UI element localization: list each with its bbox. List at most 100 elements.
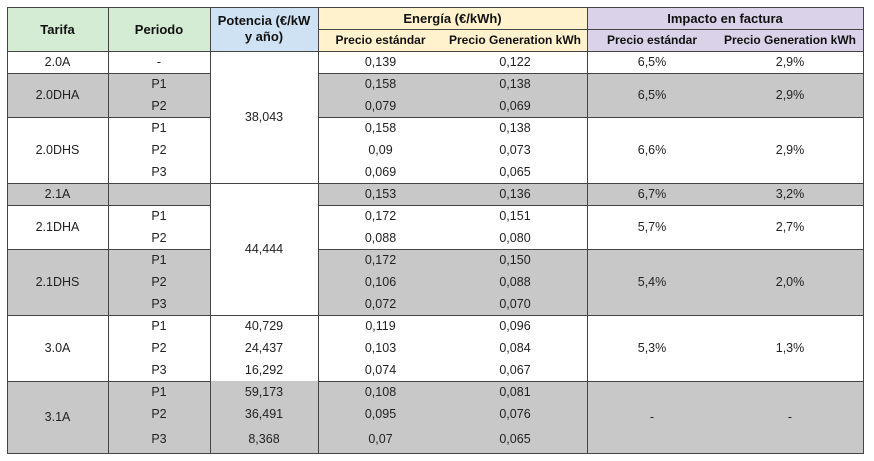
impacto-precio-estandar-cell: 5,3% (587, 315, 717, 381)
impacto-precio-estandar-cell: 6,5% (587, 73, 717, 117)
grid-line (318, 315, 864, 316)
impacto-precio-generation-cell: 2,0% (717, 249, 863, 315)
periodo-cell: P1 (108, 249, 210, 271)
potencia-cell: 8,368 (210, 425, 318, 453)
tarifa-cell: 2.0A (7, 51, 108, 73)
potencia-cell: 24,437 (210, 337, 318, 359)
energia-precio-estandar-cell: 0,103 (318, 337, 443, 359)
periodo-cell: P1 (108, 381, 210, 403)
periodo-cell: P2 (108, 227, 210, 249)
periodo-cell: P1 (108, 117, 210, 139)
impacto-precio-estandar-cell: - (587, 381, 717, 453)
potencia-merged-cell: 44,444 (210, 183, 318, 315)
energia-precio-generation-cell: 0,122 (443, 51, 587, 73)
energia-precio-generation-cell: 0,073 (443, 139, 587, 161)
periodo-cell: P1 (108, 205, 210, 227)
periodo-cell: P2 (108, 403, 210, 425)
header-tarifa: Tarifa (7, 7, 108, 51)
periodo-cell: P1 (108, 73, 210, 95)
energia-precio-estandar-cell: 0,153 (318, 183, 443, 205)
energia-precio-generation-cell: 0,088 (443, 271, 587, 293)
grid-line (318, 73, 864, 74)
impacto-precio-estandar-cell: 6,7% (587, 183, 717, 205)
energia-precio-generation-cell: 0,080 (443, 227, 587, 249)
periodo-cell (108, 183, 210, 205)
energia-precio-generation-cell: 0,065 (443, 425, 587, 453)
periodo-cell: P3 (108, 425, 210, 453)
energia-precio-estandar-cell: 0,108 (318, 381, 443, 403)
energia-precio-estandar-cell: 0,106 (318, 271, 443, 293)
grid-line (318, 381, 864, 382)
energia-precio-estandar-cell: 0,074 (318, 359, 443, 381)
grid-line (7, 7, 8, 454)
periodo-cell: P3 (108, 293, 210, 315)
impacto-precio-generation-cell: 3,2% (717, 183, 863, 205)
grid-line (318, 249, 864, 250)
header-periodo: Periodo (108, 7, 210, 51)
energia-precio-generation-cell: 0,150 (443, 249, 587, 271)
potencia-cell: 36,491 (210, 403, 318, 425)
energia-precio-estandar-cell: 0,09 (318, 139, 443, 161)
energia-precio-estandar-cell: 0,088 (318, 227, 443, 249)
periodo-cell: P2 (108, 271, 210, 293)
energia-precio-generation-cell: 0,065 (443, 161, 587, 183)
periodo-cell: - (108, 51, 210, 73)
grid-line (318, 453, 864, 454)
grid-line (318, 205, 864, 206)
energia-precio-estandar-cell: 0,172 (318, 205, 443, 227)
grid-line (210, 183, 318, 184)
energia-precio-generation-cell: 0,096 (443, 315, 587, 337)
impacto-precio-generation-cell: 2,7% (717, 205, 863, 249)
impacto-precio-generation-cell: 2,9% (717, 51, 863, 73)
tarifa-cell: 2.0DHS (7, 117, 108, 183)
grid-line (210, 7, 211, 454)
impacto-precio-estandar-cell: 6,5% (587, 51, 717, 73)
tarifa-cell: 3.1A (7, 381, 108, 453)
energia-precio-estandar-cell: 0,139 (318, 51, 443, 73)
potencia-cell: 59,173 (210, 381, 318, 403)
header-energia-precio-estandar: Precio estándar (318, 29, 443, 51)
energia-precio-generation-cell: 0,081 (443, 381, 587, 403)
energia-precio-generation-cell: 0,136 (443, 183, 587, 205)
impacto-precio-generation-cell: 2,9% (717, 73, 863, 117)
grid-line (210, 315, 318, 316)
periodo-cell: P3 (108, 161, 210, 183)
grid-line (587, 7, 588, 454)
energia-precio-generation-cell: 0,138 (443, 73, 587, 95)
periodo-cell: P2 (108, 95, 210, 117)
energia-precio-estandar-cell: 0,158 (318, 73, 443, 95)
energia-precio-estandar-cell: 0,072 (318, 293, 443, 315)
impacto-precio-generation-cell: 2,9% (717, 117, 863, 183)
energia-precio-estandar-cell: 0,079 (318, 95, 443, 117)
tarifa-cell: 2.0DHA (7, 73, 108, 117)
grid-line (318, 183, 864, 184)
impacto-precio-estandar-cell: 6,6% (587, 117, 717, 183)
grid-line (318, 117, 864, 118)
grid-line (108, 7, 109, 454)
header-energia: Energía (€/kWh) (318, 7, 587, 29)
energia-precio-generation-cell: 0,138 (443, 117, 587, 139)
energia-precio-estandar-cell: 0,095 (318, 403, 443, 425)
energia-precio-estandar-cell: 0,158 (318, 117, 443, 139)
header-impacto-precio-generation: Precio Generation kWh (717, 29, 863, 51)
periodo-cell: P2 (108, 337, 210, 359)
tarifa-cell: 2.1A (7, 183, 108, 205)
energia-precio-generation-cell: 0,151 (443, 205, 587, 227)
energia-precio-estandar-cell: 0,069 (318, 161, 443, 183)
header-impacto-precio-estandar: Precio estándar (587, 29, 717, 51)
energia-precio-estandar-cell: 0,172 (318, 249, 443, 271)
impacto-precio-generation-cell: - (717, 381, 863, 453)
energia-precio-generation-cell: 0,084 (443, 337, 587, 359)
potencia-cell: 16,292 (210, 359, 318, 381)
grid-line (7, 51, 864, 52)
potencia-cell: 40,729 (210, 315, 318, 337)
energia-precio-generation-cell: 0,067 (443, 359, 587, 381)
potencia-merged-cell: 38,043 (210, 51, 318, 183)
energia-precio-estandar-cell: 0,07 (318, 425, 443, 453)
impacto-precio-estandar-cell: 5,7% (587, 205, 717, 249)
header-potencia: Potencia (€/kW y año) (210, 7, 318, 51)
tarifa-cell: 2.1DHA (7, 205, 108, 249)
impacto-precio-generation-cell: 1,3% (717, 315, 863, 381)
energia-precio-generation-cell: 0,076 (443, 403, 587, 425)
